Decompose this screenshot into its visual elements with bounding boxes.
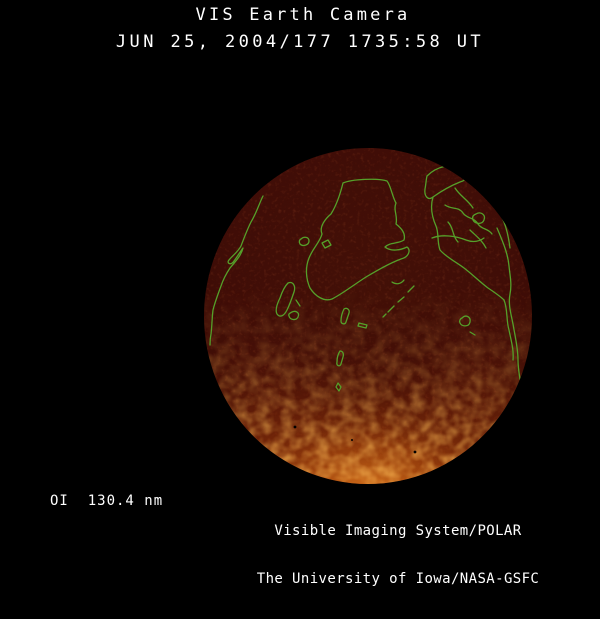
earth-disk-image <box>204 148 532 484</box>
coastline-small-islands <box>340 307 350 325</box>
institution-label: The University of Iowa/NASA-GSFC <box>256 571 540 587</box>
wavelength-label: OI 130.4 nm <box>50 493 164 509</box>
coastline-alaska <box>305 178 410 301</box>
credits-block: Visible Imaging System/POLAR The Univers… <box>250 491 546 619</box>
vis-earth-camera-frame: VIS Earth Camera JUN 25, 2004/177 1735:5… <box>50 5 539 587</box>
image-timestamp: JUN 25, 2004/177 1735:58 UT <box>115 32 485 52</box>
coastline-siberia <box>209 195 264 346</box>
earth-disk <box>204 148 532 484</box>
coastline-island-chain <box>407 285 415 293</box>
coastline-kamchatka <box>275 281 296 317</box>
dark-specks <box>293 425 417 454</box>
image-title: VIS Earth Camera <box>195 5 411 25</box>
instrument-label: Visible Imaging System/POLAR <box>274 523 522 539</box>
